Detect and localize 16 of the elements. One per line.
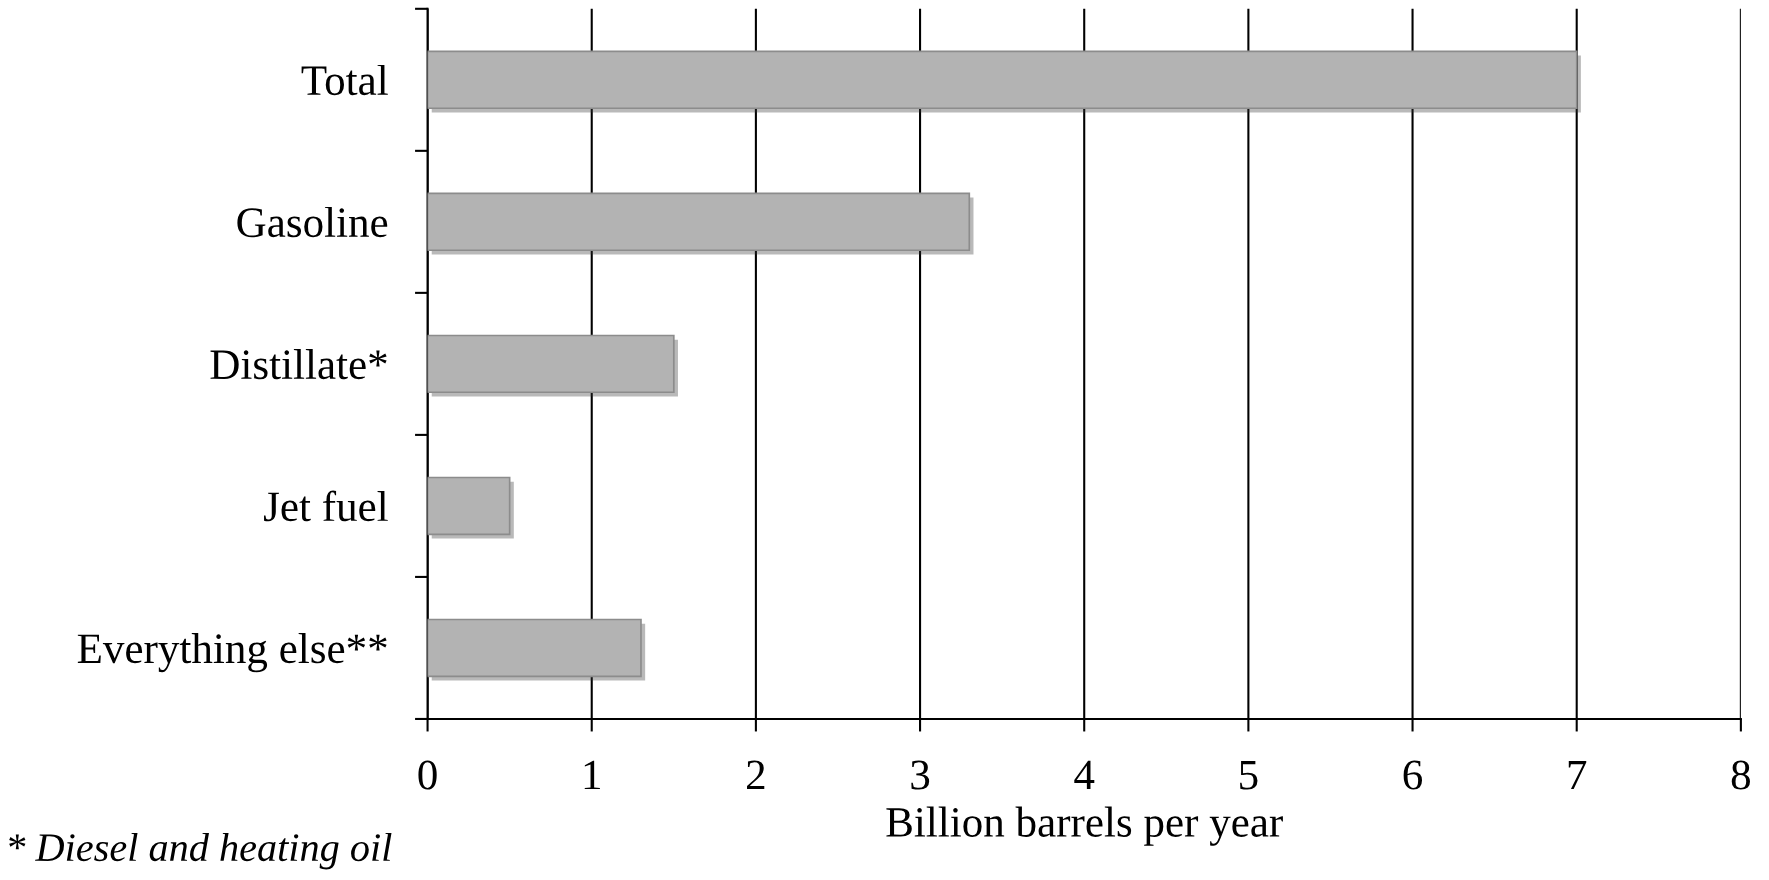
x-tick-label: 7: [1568, 760, 1587, 790]
y-tick-label: Gasoline: [237, 206, 388, 238]
x-tick-label: 3: [911, 760, 930, 790]
x-tick-label: 8: [1731, 760, 1750, 790]
x-tick-label: 4: [1074, 760, 1095, 790]
y-tick-label: Everything else**: [77, 633, 387, 673]
x-axis-title: Billion barrels per year: [886, 806, 1283, 846]
x-tick-label: 0: [418, 760, 437, 790]
text: * Diesel and heating oil: [9, 832, 392, 870]
x-tick-label: 2: [747, 760, 765, 790]
x-tick-label: 1: [584, 760, 600, 790]
y-tick-label: Jet fuel: [264, 490, 388, 522]
y-tick-label: Total: [301, 64, 388, 96]
y-tick-label: Distillate*: [210, 348, 387, 380]
x-tick-label: 5: [1240, 760, 1258, 790]
x-tick-label: 6: [1403, 760, 1423, 790]
